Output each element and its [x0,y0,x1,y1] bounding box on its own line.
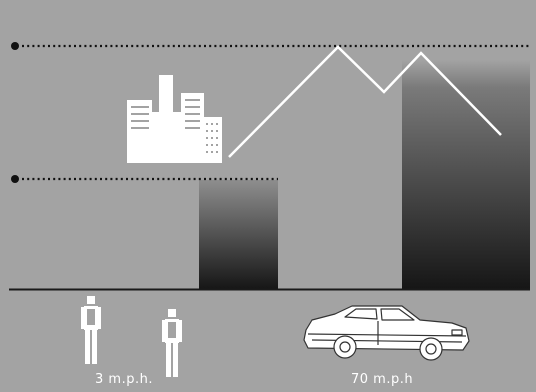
walking-speed-label: 3 m.p.h. [95,372,153,387]
middle-reference-line [11,175,278,183]
driving-speed-label: 70 m.p.h [351,372,413,387]
city-buildings-icon [127,75,222,163]
pedestrian-icon [162,309,182,377]
mountain-trace-line [228,45,502,158]
top-reference-line [11,42,530,50]
short-gradient-column [199,180,278,289]
car-icon [303,305,470,361]
tall-gradient-column [402,60,530,289]
pedestrian-icon [81,296,101,364]
